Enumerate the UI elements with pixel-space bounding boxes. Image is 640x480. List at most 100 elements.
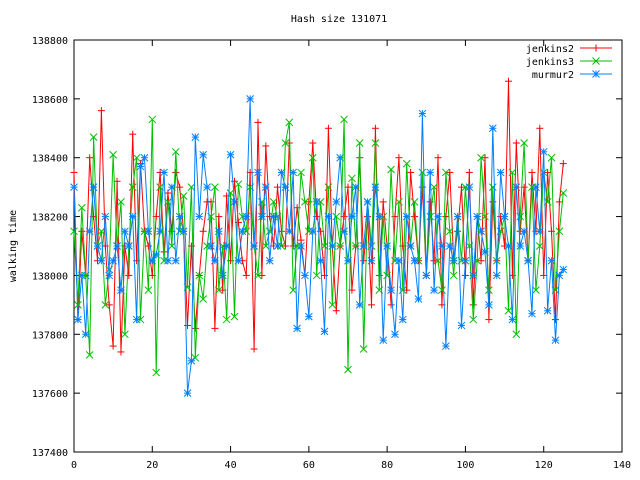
- data-point-jenkins3: [359, 345, 368, 353]
- data-point-jenkins2: [191, 324, 199, 332]
- data-point-jenkins3: [504, 306, 513, 315]
- data-point-jenkins3: [559, 189, 568, 197]
- data-point-jenkins2: [411, 213, 419, 221]
- data-point-murmur2: [547, 256, 556, 265]
- data-point-murmur2: [418, 109, 427, 118]
- data-point-murmur2: [77, 271, 86, 280]
- data-point-murmur2: [438, 242, 446, 250]
- data-point-jenkins2: [274, 183, 282, 191]
- data-point-murmur2: [128, 212, 137, 221]
- x-tick-label: 100: [456, 460, 474, 471]
- data-point-jenkins3: [109, 150, 117, 159]
- data-point-jenkins3: [355, 139, 364, 147]
- data-point-jenkins3: [442, 168, 450, 177]
- data-point-murmur2: [195, 212, 204, 221]
- legend-marker: [592, 44, 600, 52]
- data-point-murmur2: [316, 256, 325, 265]
- x-tick-label: 20: [146, 460, 158, 471]
- data-point-murmur2: [559, 265, 568, 274]
- data-point-jenkins3: [488, 183, 497, 191]
- data-point-murmur2: [324, 212, 333, 221]
- data-point-murmur2: [332, 198, 341, 206]
- data-point-jenkins3: [121, 330, 129, 339]
- data-point-jenkins2: [485, 316, 493, 324]
- data-point-murmur2: [414, 295, 423, 303]
- data-point-murmur2: [285, 227, 294, 236]
- data-point-murmur2: [371, 183, 380, 191]
- data-point-jenkins3: [70, 227, 78, 236]
- data-point-jenkins2: [395, 154, 403, 162]
- y-tick-label: 138800: [32, 36, 68, 47]
- data-point-jenkins3: [414, 256, 423, 265]
- data-point-murmur2: [488, 124, 497, 133]
- data-point-jenkins3: [391, 256, 399, 265]
- data-point-murmur2: [532, 183, 540, 191]
- data-point-jenkins3: [481, 212, 489, 221]
- data-point-jenkins2: [379, 198, 387, 206]
- data-point-murmur2: [449, 256, 458, 265]
- data-point-jenkins3: [238, 212, 247, 221]
- y-tick-label: 138000: [32, 271, 68, 282]
- data-point-jenkins3: [140, 227, 149, 236]
- data-point-murmur2: [81, 330, 90, 339]
- data-point-murmur2: [89, 183, 98, 191]
- data-point-jenkins2: [340, 213, 348, 221]
- data-point-jenkins3: [316, 198, 325, 206]
- data-point-jenkins2: [344, 183, 352, 191]
- data-point-jenkins3: [344, 365, 352, 374]
- data-point-murmur2: [230, 198, 239, 206]
- data-point-jenkins3: [222, 315, 231, 324]
- data-point-murmur2: [246, 95, 254, 103]
- data-point-jenkins2: [70, 168, 78, 176]
- data-point-jenkins3: [512, 330, 521, 339]
- plot-frame: [73, 39, 623, 453]
- data-point-murmur2: [113, 242, 121, 250]
- y-tick-label: 137400: [32, 448, 68, 459]
- legend-item-murmur2: murmur2: [532, 70, 612, 81]
- data-point-jenkins2: [442, 213, 450, 221]
- data-point-murmur2: [520, 227, 528, 236]
- data-point-jenkins2: [469, 301, 477, 309]
- data-point-murmur2: [426, 168, 435, 177]
- x-tick-label: 120: [535, 460, 553, 471]
- data-point-murmur2: [238, 227, 247, 236]
- data-point-jenkins3: [101, 301, 110, 309]
- data-point-jenkins2: [332, 307, 340, 315]
- data-point-murmur2: [85, 227, 94, 236]
- data-point-jenkins3: [152, 368, 161, 377]
- data-point-murmur2: [504, 242, 513, 250]
- data-point-jenkins2: [199, 227, 207, 235]
- legend-marker: [592, 57, 600, 65]
- data-point-jenkins3: [230, 312, 239, 321]
- data-point-murmur2: [473, 212, 482, 221]
- data-point-murmur2: [261, 183, 270, 191]
- data-point-murmur2: [512, 183, 521, 191]
- data-point-jenkins3: [520, 139, 528, 147]
- data-point-murmur2: [171, 256, 180, 265]
- data-point-murmur2: [101, 212, 110, 221]
- data-point-jenkins2: [512, 139, 520, 147]
- data-point-murmur2: [481, 248, 489, 256]
- series-jenkins3: [70, 115, 568, 377]
- data-point-jenkins2: [458, 183, 466, 191]
- data-point-murmur2: [434, 212, 442, 221]
- data-point-jenkins2: [387, 301, 395, 309]
- data-point-jenkins3: [528, 183, 536, 191]
- data-point-jenkins3: [254, 271, 262, 280]
- data-point-jenkins3: [269, 198, 278, 206]
- data-point-jenkins2: [407, 168, 415, 176]
- data-point-murmur2: [277, 168, 286, 177]
- data-point-murmur2: [477, 227, 485, 236]
- data-point-murmur2: [406, 242, 415, 250]
- data-point-jenkins2: [289, 242, 297, 250]
- legend-item-jenkins2: jenkins2: [526, 44, 612, 55]
- data-point-murmur2: [273, 242, 282, 250]
- y-tick-label: 138200: [32, 213, 68, 224]
- y-axis-label: walking time: [8, 210, 19, 282]
- data-point-jenkins3: [348, 174, 356, 183]
- data-point-murmur2: [398, 315, 407, 324]
- data-point-jenkins2: [555, 198, 563, 206]
- data-point-jenkins3: [328, 301, 337, 309]
- data-point-jenkins3: [301, 198, 309, 206]
- data-point-murmur2: [320, 327, 329, 336]
